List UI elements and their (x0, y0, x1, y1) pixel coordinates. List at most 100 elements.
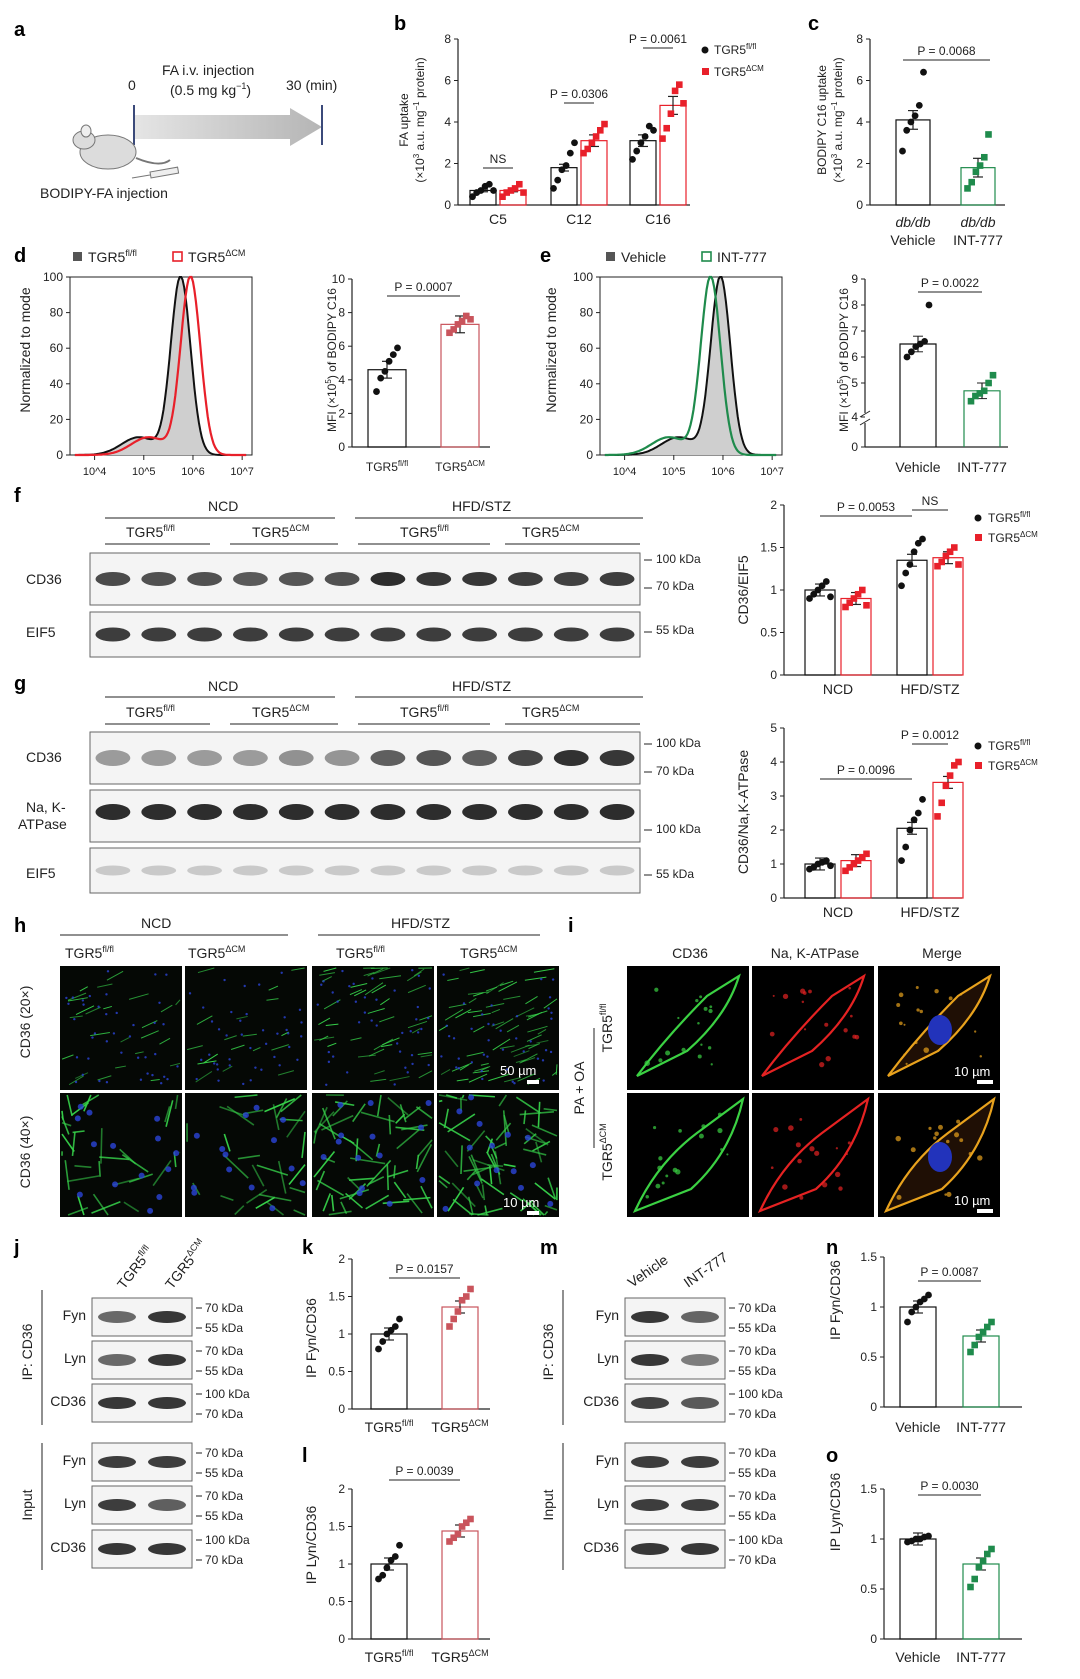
nucleus (190, 1184, 197, 1191)
nucleus (337, 1101, 344, 1108)
y-tick-label: 0.5 (328, 1595, 345, 1609)
y-tick-label: 6 (338, 339, 345, 353)
data-point (842, 867, 849, 875)
puncta (914, 1041, 918, 1045)
nucleus (165, 973, 168, 976)
puncta (654, 987, 659, 992)
panel-l: l 0 0.5 1 1.5 2 P = 0.0039 IP Lyn/CD36 TGR5fl… (302, 1445, 490, 1665)
bar (370, 1563, 408, 1640)
g-group-3: TGR5fl/fl (400, 703, 449, 720)
cd36-stain (289, 1186, 306, 1194)
puncta (697, 1054, 702, 1059)
cd36-stain (164, 1106, 171, 1123)
data-point (454, 321, 462, 328)
puncta (903, 1023, 906, 1026)
blot-band (98, 1543, 136, 1555)
panel-label-m: m (540, 1237, 558, 1259)
puncta (695, 998, 699, 1003)
e-legend-marker-ctrl (606, 252, 615, 261)
puncta (782, 993, 789, 1000)
cd36-stain (318, 1017, 331, 1025)
h-col-3: TGR5fl/fl (336, 944, 385, 961)
nucleus (153, 1021, 156, 1025)
kda-label: 100 kDa (738, 1533, 783, 1547)
cd36-stain (348, 1177, 375, 1181)
data-point (972, 392, 979, 400)
cd36-stain (438, 1099, 443, 1103)
data-point (601, 120, 608, 128)
bar (804, 589, 836, 676)
data-point (906, 561, 914, 568)
cd36-stain (544, 1204, 558, 1211)
nucleus (65, 996, 68, 1000)
blot-band (278, 572, 314, 586)
e-bar-ylabel: MFI (×105) of BODIPY C16 (836, 288, 851, 432)
nucleus (468, 1094, 475, 1101)
kda-label: 55 kDa (738, 1509, 776, 1523)
nucleus (154, 1052, 157, 1056)
d-legend-marker-ctrl (73, 252, 82, 261)
panel-label-g: g (14, 673, 26, 695)
puncta (665, 1050, 671, 1056)
data-point (499, 193, 506, 200)
nucleus (217, 1079, 220, 1082)
blot-band (95, 804, 131, 820)
e-legend-ctrl: Vehicle (621, 249, 666, 265)
data-point (854, 857, 862, 864)
puncta (934, 989, 939, 994)
f-group-4: TGR5ΔCM (522, 523, 579, 540)
puncta (824, 1022, 829, 1027)
i-scalebar-bar-1 (977, 1080, 993, 1084)
nucleus (348, 984, 351, 988)
nucleus (482, 1053, 486, 1056)
o-cat1: Vehicle (895, 1649, 940, 1665)
nucleus (132, 1023, 135, 1027)
kda-label: 100 kDa (205, 1387, 250, 1401)
nucleus (470, 1061, 474, 1064)
data-point (964, 185, 971, 192)
blot-band (370, 804, 406, 820)
nucleus (395, 1042, 399, 1045)
cd36-stain (195, 1071, 213, 1083)
blot-band (233, 750, 268, 766)
legend-marker-ctrl (974, 742, 982, 750)
y-tick-label: 6 (444, 74, 451, 88)
nucleus (346, 1071, 349, 1074)
puncta (717, 1112, 723, 1117)
nucleus (490, 1004, 493, 1007)
nucleus (357, 1021, 361, 1024)
cd36-stain (407, 1020, 428, 1029)
cd36-stain (354, 989, 367, 997)
puncta (822, 1182, 828, 1188)
blot-band (148, 1397, 186, 1409)
nucleus (195, 1077, 198, 1081)
kda-label: 70 kDa (205, 1553, 243, 1567)
data-point (454, 1308, 462, 1315)
cd36-stain (447, 977, 459, 981)
blot-band (681, 1354, 719, 1366)
g-kda-100b: 100 kDa (656, 822, 701, 836)
nucleus (544, 1048, 548, 1052)
panel-label-k: k (302, 1237, 314, 1259)
y-tick-label: 100 (573, 270, 593, 284)
y-tick-label: 6 (851, 350, 858, 364)
nucleus (542, 1079, 545, 1082)
data-point (503, 189, 510, 196)
nucleus (524, 1134, 531, 1141)
cd36-stain (79, 986, 88, 992)
cd36-stain (466, 1169, 477, 1181)
micrograph-tile (312, 966, 434, 1090)
data-point (975, 1333, 983, 1341)
nucleus (401, 1031, 404, 1035)
nucleus (162, 1023, 165, 1026)
cd36-stain (451, 1062, 472, 1072)
y-tick-label: 8 (851, 298, 858, 312)
nucleus (331, 1055, 335, 1058)
nucleus (928, 1142, 952, 1172)
cd36-stain (98, 1161, 101, 1177)
data-point (584, 145, 591, 153)
legend-sup: ΔCM (1020, 530, 1038, 539)
blot-band (553, 865, 589, 876)
puncta (665, 1174, 669, 1178)
cd36-stain (499, 1045, 515, 1049)
